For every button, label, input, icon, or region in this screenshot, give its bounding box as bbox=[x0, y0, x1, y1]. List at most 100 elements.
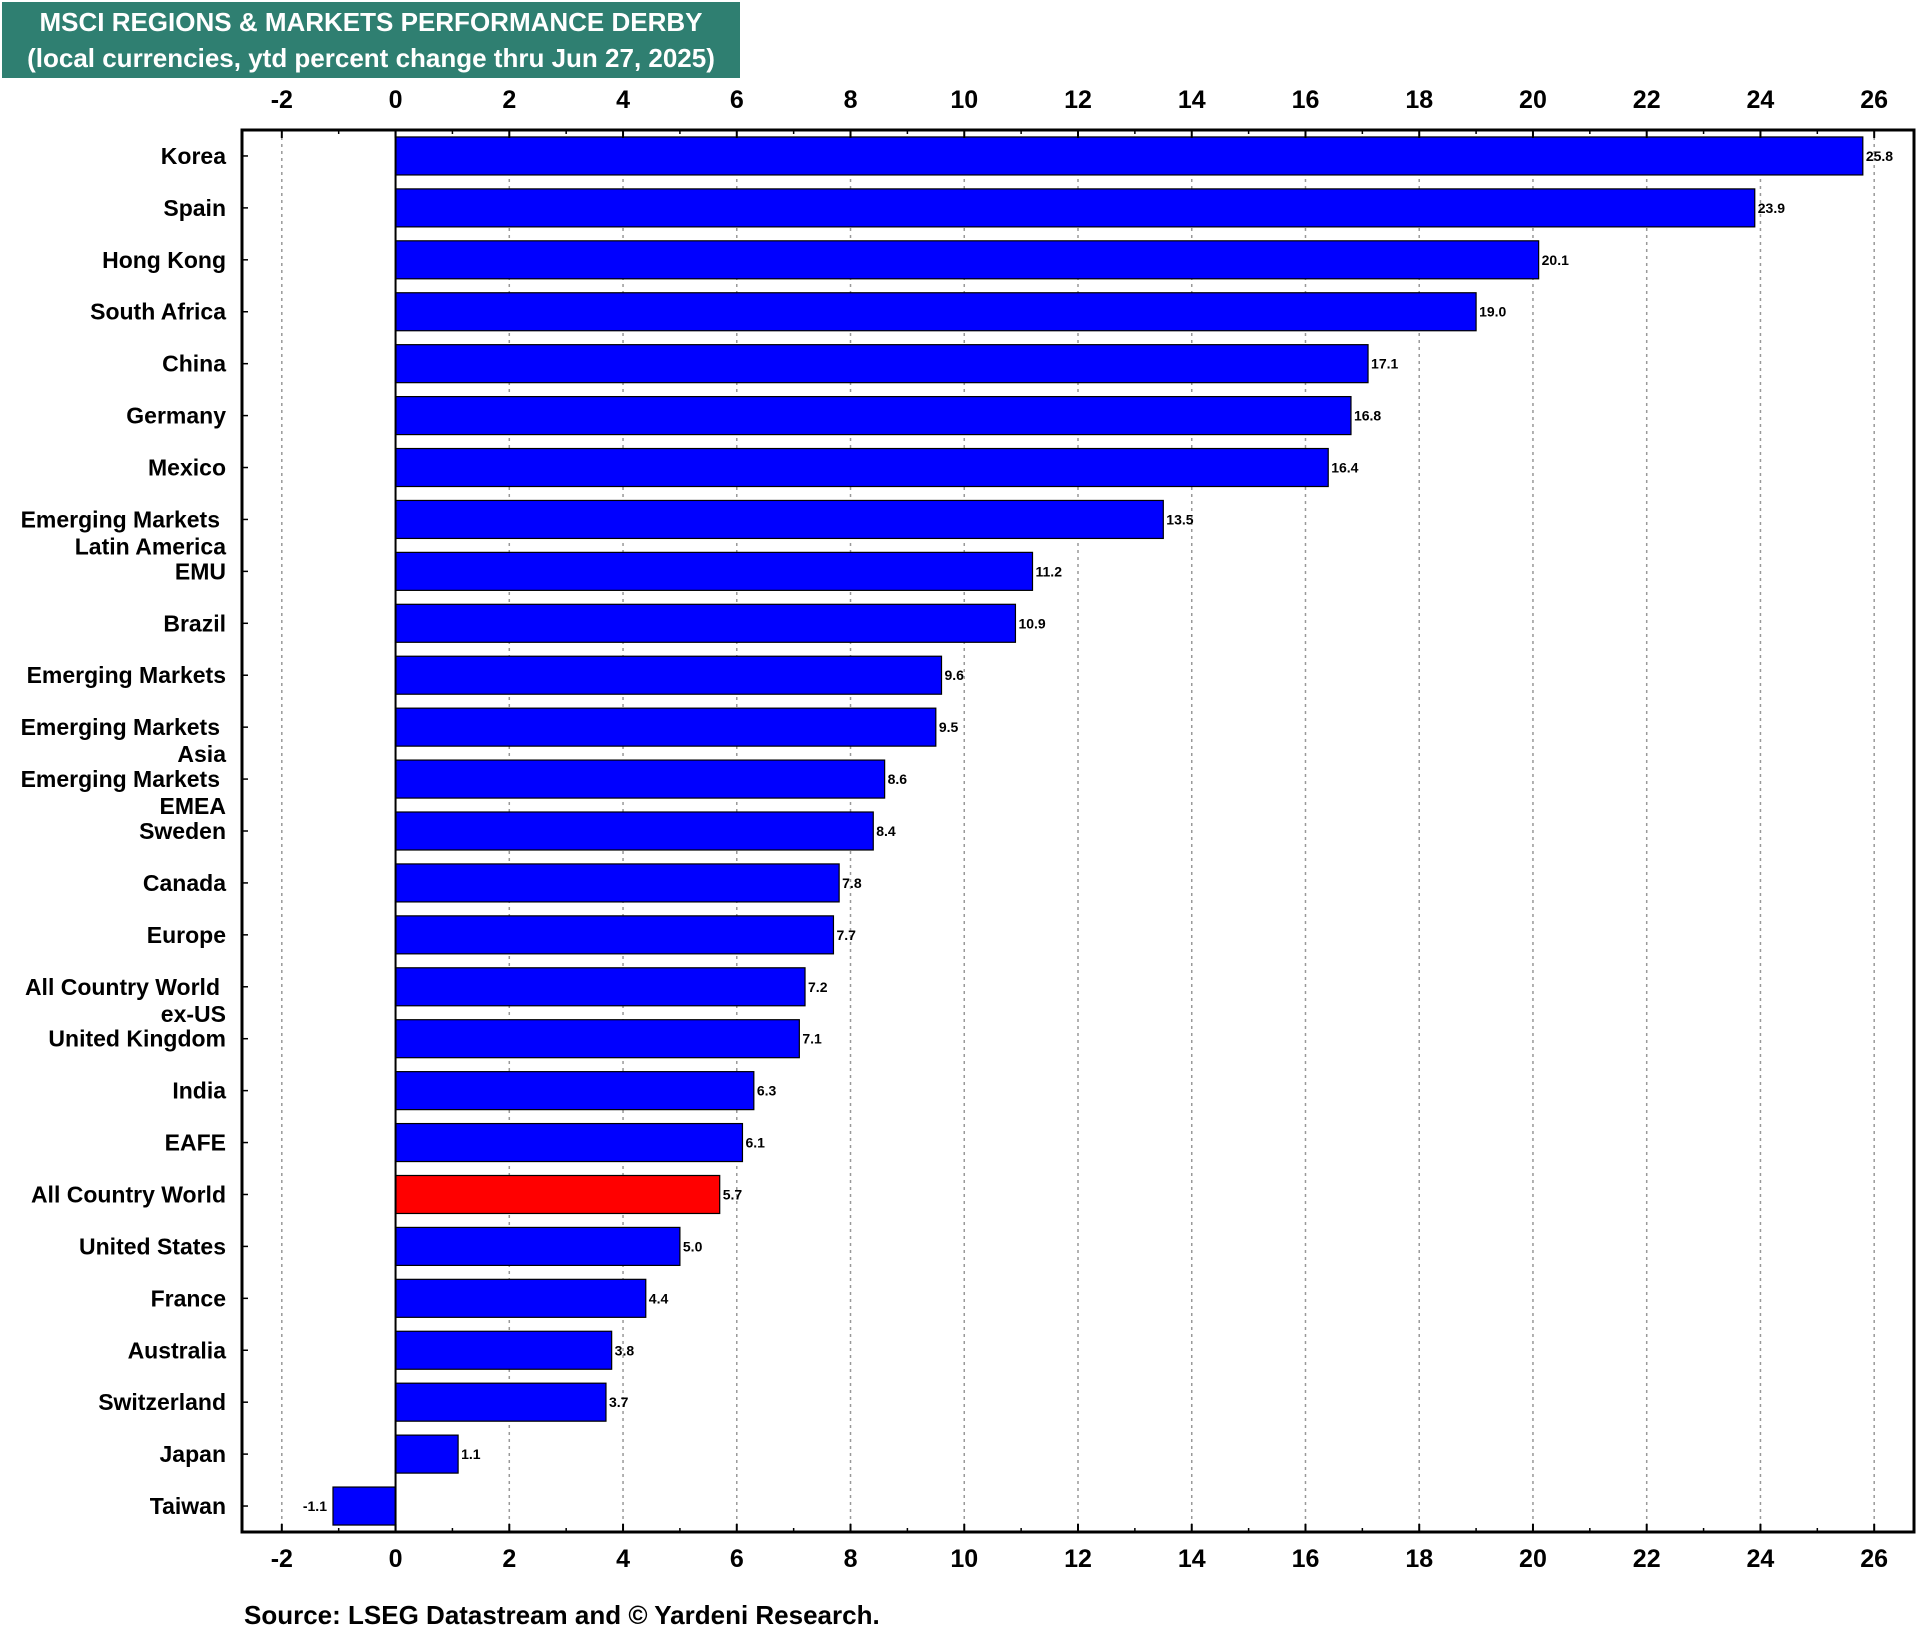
value-label: 5.0 bbox=[683, 1238, 703, 1254]
value-label: -1.1 bbox=[303, 1498, 327, 1514]
bar bbox=[394, 344, 1369, 384]
x-tick-label-bottom: 16 bbox=[1292, 1545, 1320, 1573]
x-tick-label-bottom: 18 bbox=[1405, 1545, 1433, 1573]
category-label: China bbox=[162, 351, 226, 377]
bar bbox=[394, 551, 1034, 591]
x-tick-label-top: 12 bbox=[1064, 86, 1092, 114]
x-tick-label-bottom: 14 bbox=[1178, 1545, 1206, 1573]
bar bbox=[394, 1434, 459, 1474]
category-label: All Country World ex-US bbox=[25, 974, 226, 1027]
x-tick-label-top: 26 bbox=[1860, 86, 1888, 114]
x-tick-label-bottom: 20 bbox=[1519, 1545, 1547, 1573]
value-label: 8.6 bbox=[888, 771, 908, 787]
x-tick-label-top: 14 bbox=[1178, 86, 1206, 114]
category-label: Korea bbox=[161, 143, 226, 169]
value-label: 10.9 bbox=[1018, 615, 1045, 631]
x-tick-label-top: 8 bbox=[844, 86, 858, 114]
x-tick-label-top: 10 bbox=[950, 86, 978, 114]
chart-subtitle: (local currencies, ytd percent change th… bbox=[27, 43, 715, 73]
category-labels: 25.8 Korea 23.9 Spain 20.1 Hong Kong 19.0 South… bbox=[21, 143, 1894, 1519]
x-tick-label-bottom: 12 bbox=[1064, 1545, 1092, 1573]
category-label: United States bbox=[79, 1233, 226, 1259]
source-note: Source: LSEG Datastream and © Yardeni Re… bbox=[244, 1600, 880, 1630]
bar bbox=[394, 1330, 613, 1370]
value-label: 7.7 bbox=[836, 927, 856, 943]
category-label: India bbox=[172, 1078, 226, 1104]
category-label: Australia bbox=[128, 1337, 227, 1363]
x-tick-label-top: 20 bbox=[1519, 86, 1547, 114]
value-label: 25.8 bbox=[1866, 148, 1893, 164]
x-tick-label-bottom: 6 bbox=[730, 1545, 744, 1573]
chart-title: MSCI REGIONS & MARKETS PERFORMANCE DERBY bbox=[39, 7, 703, 37]
x-tick-label-top: 24 bbox=[1747, 86, 1775, 114]
value-label: 23.9 bbox=[1758, 200, 1785, 216]
bar bbox=[394, 447, 1329, 488]
bar bbox=[394, 240, 1540, 280]
category-label: All Country World bbox=[31, 1181, 226, 1207]
value-label: 3.8 bbox=[615, 1342, 635, 1358]
value-label: 7.8 bbox=[842, 875, 862, 891]
category-label: Emerging Markets EMEA bbox=[21, 766, 226, 819]
x-tick-label-top: 22 bbox=[1633, 86, 1661, 114]
category-label: Mexico bbox=[148, 455, 226, 481]
x-tick-label-bottom: 22 bbox=[1633, 1545, 1661, 1573]
category-label: Taiwan bbox=[150, 1493, 226, 1519]
value-label: 8.4 bbox=[876, 823, 896, 839]
value-label: 11.2 bbox=[1036, 563, 1063, 579]
value-label: 5.7 bbox=[723, 1186, 743, 1202]
bar bbox=[394, 707, 937, 747]
x-tick-label-bottom: 8 bbox=[844, 1545, 858, 1573]
x-tick-label-top: 0 bbox=[389, 86, 403, 114]
category-label: Europe bbox=[147, 922, 226, 948]
category-label: Germany bbox=[126, 403, 226, 429]
value-label: 7.1 bbox=[802, 1031, 822, 1047]
bar bbox=[394, 1278, 647, 1318]
bar bbox=[394, 1122, 744, 1163]
x-tick-label-top: 18 bbox=[1405, 86, 1433, 114]
category-label: South Africa bbox=[90, 299, 226, 325]
value-label: 6.3 bbox=[757, 1083, 777, 1099]
x-tick-label-bottom: 10 bbox=[950, 1545, 978, 1573]
bar bbox=[394, 1382, 607, 1422]
bar bbox=[332, 1486, 397, 1526]
axis-ticks: -2-2002244668810101212141416161818202022… bbox=[242, 86, 1888, 1573]
category-label: EMU bbox=[175, 558, 226, 584]
value-label: 7.2 bbox=[808, 979, 828, 995]
category-label: Sweden bbox=[139, 818, 226, 844]
value-label: 16.8 bbox=[1354, 408, 1381, 424]
x-tick-label-bottom: 2 bbox=[502, 1545, 516, 1573]
x-tick-label-bottom: -2 bbox=[271, 1545, 293, 1573]
category-label: Hong Kong bbox=[102, 247, 226, 273]
bar bbox=[394, 603, 1017, 643]
category-label: United Kingdom bbox=[48, 1026, 226, 1052]
bar bbox=[394, 655, 943, 695]
x-tick-label-bottom: 0 bbox=[389, 1545, 403, 1573]
category-label: Brazil bbox=[163, 610, 226, 636]
x-tick-label-top: 6 bbox=[730, 86, 744, 114]
x-tick-label-top: 16 bbox=[1292, 86, 1320, 114]
x-tick-label-bottom: 24 bbox=[1747, 1545, 1775, 1573]
category-label: Canada bbox=[143, 870, 226, 896]
value-label: 9.5 bbox=[939, 719, 959, 735]
value-label: 4.4 bbox=[649, 1290, 669, 1306]
chart-title-box: MSCI REGIONS & MARKETS PERFORMANCE DERBY… bbox=[2, 2, 740, 78]
category-label: EAFE bbox=[165, 1130, 226, 1156]
category-label: Switzerland bbox=[98, 1389, 226, 1415]
value-label: 3.7 bbox=[609, 1394, 629, 1410]
category-label: Japan bbox=[160, 1441, 226, 1467]
bar bbox=[394, 1174, 721, 1215]
bar bbox=[394, 915, 835, 955]
x-tick-label-bottom: 26 bbox=[1860, 1545, 1888, 1573]
value-label: 19.0 bbox=[1479, 304, 1506, 320]
bar bbox=[394, 811, 874, 851]
value-label: 1.1 bbox=[461, 1446, 481, 1462]
x-tick-label-top: 4 bbox=[616, 86, 630, 114]
category-label: France bbox=[151, 1285, 226, 1311]
x-tick-label-top: 2 bbox=[502, 86, 516, 114]
x-tick-label-bottom: 4 bbox=[616, 1545, 630, 1573]
bar bbox=[394, 395, 1352, 436]
bars bbox=[332, 136, 1864, 1526]
category-label: Emerging Markets Latin America bbox=[21, 506, 227, 559]
x-tick-label-top: -2 bbox=[271, 86, 293, 114]
